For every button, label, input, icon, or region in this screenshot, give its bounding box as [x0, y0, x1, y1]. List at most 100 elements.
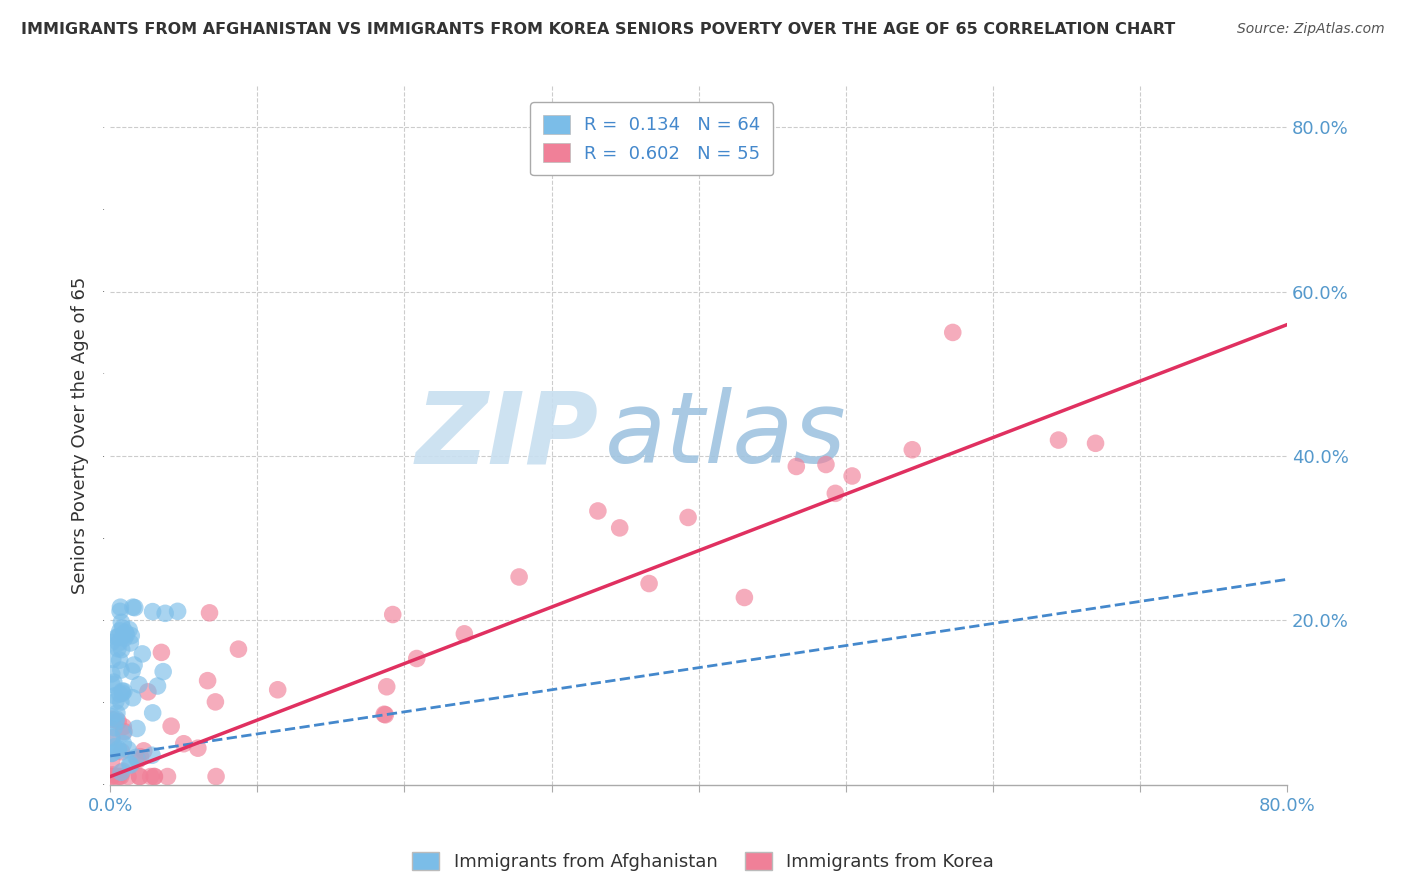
- Point: [107, 743, 129, 757]
- Point: [112, 724, 135, 739]
- Text: Source: ZipAtlas.com: Source: ZipAtlas.com: [1237, 22, 1385, 37]
- Point: [586, 504, 609, 518]
- Point: [508, 570, 530, 584]
- Point: [146, 679, 169, 693]
- Point: [160, 719, 183, 733]
- Point: [100, 677, 122, 691]
- Point: [112, 632, 135, 646]
- Point: [100, 747, 122, 761]
- Point: [105, 706, 128, 720]
- Point: [121, 665, 143, 679]
- Point: [122, 600, 145, 615]
- Point: [107, 742, 129, 756]
- Point: [117, 770, 139, 784]
- Point: [107, 714, 129, 729]
- Point: [101, 731, 124, 745]
- Legend: R =  0.134   N = 64, R =  0.602   N = 55: R = 0.134 N = 64, R = 0.602 N = 55: [530, 103, 773, 176]
- Y-axis label: Seniors Poverty Over the Age of 65: Seniors Poverty Over the Age of 65: [72, 277, 89, 594]
- Point: [381, 607, 404, 622]
- Point: [107, 636, 129, 650]
- Point: [107, 630, 129, 644]
- Point: [111, 686, 134, 700]
- Point: [118, 623, 141, 637]
- Point: [125, 722, 148, 736]
- Point: [139, 770, 162, 784]
- Point: [108, 687, 131, 701]
- Point: [120, 636, 142, 650]
- Point: [197, 673, 219, 688]
- Point: [111, 621, 134, 635]
- Point: [143, 770, 166, 784]
- Point: [104, 689, 127, 703]
- Point: [117, 742, 139, 756]
- Point: [198, 606, 221, 620]
- Point: [110, 695, 132, 709]
- Point: [127, 753, 149, 767]
- Point: [107, 770, 129, 784]
- Point: [105, 712, 128, 726]
- Point: [901, 442, 924, 457]
- Point: [166, 604, 188, 618]
- Point: [405, 651, 427, 665]
- Point: [129, 749, 152, 764]
- Point: [228, 642, 250, 657]
- Point: [128, 678, 150, 692]
- Point: [112, 684, 135, 698]
- Point: [101, 652, 124, 666]
- Text: ZIP: ZIP: [416, 387, 599, 484]
- Point: [121, 690, 143, 705]
- Point: [1047, 433, 1070, 447]
- Point: [101, 768, 124, 782]
- Point: [375, 680, 398, 694]
- Point: [100, 712, 122, 726]
- Point: [104, 694, 127, 708]
- Point: [101, 731, 124, 745]
- Point: [108, 604, 131, 618]
- Point: [128, 770, 150, 784]
- Point: [141, 748, 163, 763]
- Point: [118, 757, 141, 772]
- Point: [785, 459, 807, 474]
- Point: [131, 647, 153, 661]
- Text: atlas: atlas: [605, 387, 846, 484]
- Point: [115, 627, 138, 641]
- Point: [132, 744, 155, 758]
- Point: [103, 721, 125, 735]
- Point: [676, 510, 699, 524]
- Point: [814, 458, 837, 472]
- Point: [100, 666, 122, 681]
- Text: IMMIGRANTS FROM AFGHANISTAN VS IMMIGRANTS FROM KOREA SENIORS POVERTY OVER THE AG: IMMIGRANTS FROM AFGHANISTAN VS IMMIGRANT…: [21, 22, 1175, 37]
- Point: [100, 746, 122, 760]
- Point: [110, 600, 132, 615]
- Point: [609, 521, 631, 535]
- Point: [1084, 436, 1107, 450]
- Point: [110, 663, 132, 677]
- Point: [100, 770, 122, 784]
- Point: [110, 745, 132, 759]
- Point: [103, 675, 125, 690]
- Point: [112, 726, 135, 740]
- Point: [143, 770, 166, 784]
- Point: [107, 641, 129, 656]
- Point: [942, 326, 965, 340]
- Point: [105, 630, 128, 644]
- Point: [112, 628, 135, 642]
- Point: [453, 627, 475, 641]
- Point: [100, 635, 122, 649]
- Point: [142, 706, 165, 720]
- Point: [100, 770, 122, 784]
- Point: [205, 770, 228, 784]
- Point: [100, 710, 122, 724]
- Point: [110, 615, 132, 630]
- Point: [824, 486, 846, 500]
- Point: [124, 600, 146, 615]
- Point: [114, 625, 136, 640]
- Point: [100, 754, 122, 768]
- Point: [108, 653, 131, 667]
- Point: [187, 741, 209, 756]
- Point: [111, 764, 134, 779]
- Point: [150, 645, 173, 659]
- Point: [142, 605, 165, 619]
- Point: [152, 665, 174, 679]
- Point: [110, 765, 132, 780]
